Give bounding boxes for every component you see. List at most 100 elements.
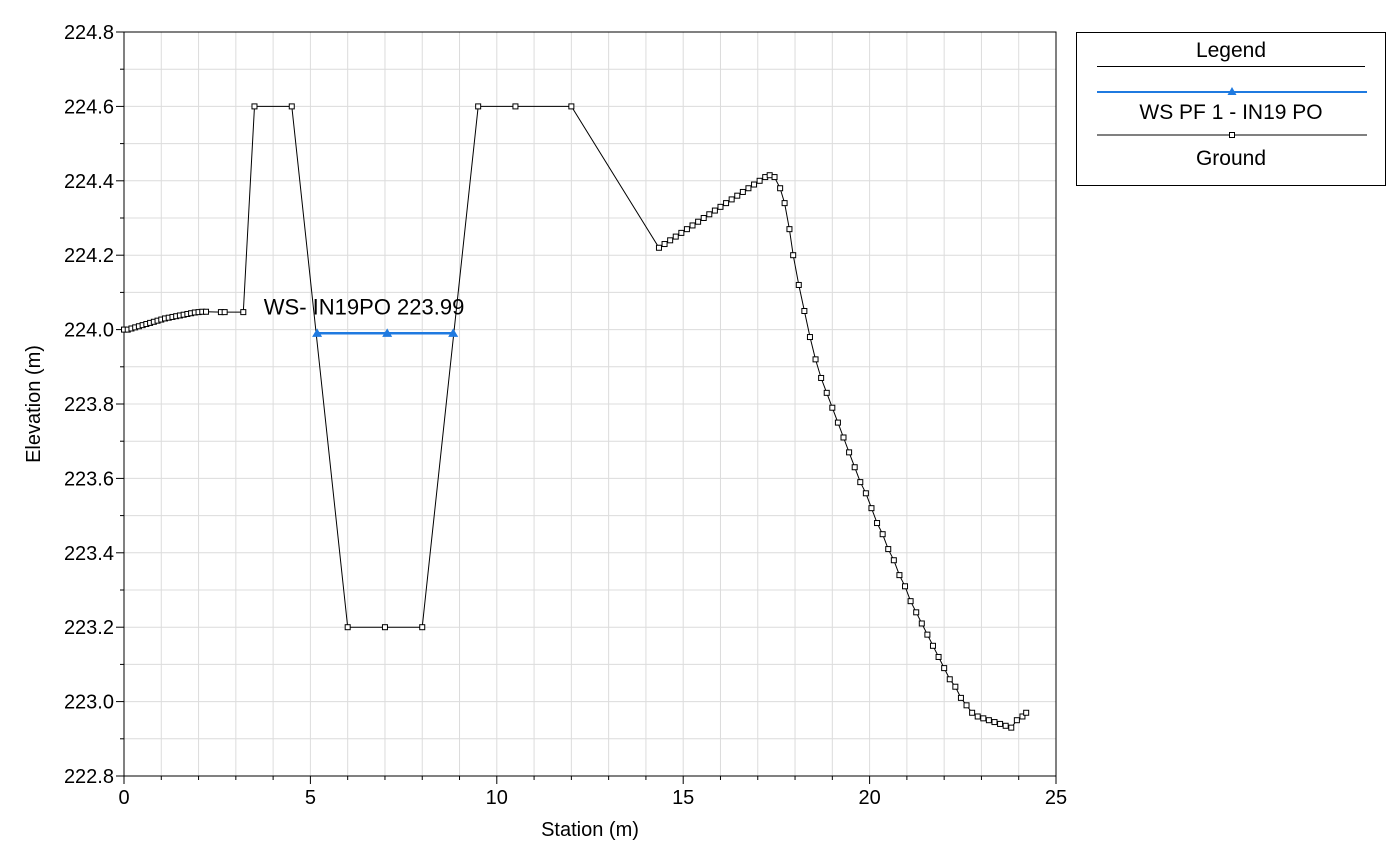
ground-point bbox=[240, 309, 247, 316]
x-tick-label: 5 bbox=[305, 787, 316, 809]
ground-point bbox=[695, 218, 702, 225]
ground-point bbox=[952, 683, 959, 690]
ground-point bbox=[717, 203, 724, 210]
y-tick-label: 223.4 bbox=[64, 543, 114, 565]
ground-point bbox=[381, 624, 388, 631]
ground-point bbox=[475, 103, 482, 110]
ground-point bbox=[885, 546, 892, 553]
x-tick-label: 0 bbox=[118, 787, 129, 809]
ground-point bbox=[946, 676, 953, 683]
x-tick-label: 25 bbox=[1045, 787, 1067, 809]
ground-point bbox=[344, 624, 351, 631]
ground-point bbox=[1002, 722, 1009, 729]
ws-point bbox=[312, 328, 323, 337]
legend-title: Legend bbox=[1195, 39, 1267, 62]
y-tick-label: 223.2 bbox=[64, 617, 114, 639]
ground-point bbox=[991, 719, 998, 726]
ground-point bbox=[974, 713, 981, 720]
ground-point bbox=[1013, 717, 1020, 724]
x-tick-label: 20 bbox=[858, 787, 880, 809]
ground-point bbox=[846, 449, 853, 456]
ground-point bbox=[771, 174, 778, 181]
ground-point bbox=[689, 222, 696, 229]
y-tick-label: 222.8 bbox=[64, 766, 114, 788]
legend-ws-swatch bbox=[1097, 87, 1367, 95]
triangle-marker-icon bbox=[1227, 87, 1237, 95]
ground-point bbox=[851, 464, 858, 471]
ground-point bbox=[756, 177, 763, 184]
ground-point bbox=[221, 309, 228, 316]
ground-point bbox=[706, 211, 713, 218]
x-tick-label: 15 bbox=[672, 787, 694, 809]
ws-point bbox=[382, 328, 393, 337]
ground-point bbox=[812, 356, 819, 363]
ground-point bbox=[907, 598, 914, 605]
ground-point bbox=[512, 103, 519, 110]
ground-point bbox=[957, 694, 964, 701]
ground-point bbox=[288, 103, 295, 110]
ws-series bbox=[312, 328, 459, 337]
ground-point bbox=[711, 207, 718, 214]
legend-label-ws: WS PF 1 - IN19 PO bbox=[1139, 101, 1323, 124]
ground-point bbox=[251, 103, 258, 110]
ground-point bbox=[795, 281, 802, 288]
ground-point bbox=[963, 702, 970, 709]
ground-point bbox=[868, 505, 875, 512]
ground-point bbox=[997, 720, 1004, 727]
legend-entry-ground: Ground bbox=[1077, 131, 1385, 170]
x-tick-label: 10 bbox=[486, 787, 508, 809]
ground-point bbox=[568, 103, 575, 110]
ground-point bbox=[777, 185, 784, 192]
y-tick-label: 224.8 bbox=[64, 22, 114, 44]
y-axis: 222.8 223.0 223.2 223.4 223.6 223.8 224.0 224.2… bbox=[64, 22, 124, 788]
ground-point bbox=[823, 389, 830, 396]
ground-point bbox=[806, 334, 813, 341]
y-tick-label: 224.4 bbox=[64, 171, 114, 193]
ground-point bbox=[834, 419, 841, 426]
legend-divider bbox=[1097, 66, 1365, 67]
ground-point bbox=[857, 479, 864, 486]
y-tick-label: 224.6 bbox=[64, 96, 114, 118]
ground-point bbox=[781, 200, 788, 207]
y-tick-label: 223.0 bbox=[64, 692, 114, 714]
ground-point bbox=[969, 709, 976, 716]
ground-point bbox=[786, 226, 793, 233]
ground-point bbox=[661, 241, 668, 248]
ground-point bbox=[879, 531, 886, 538]
ground-point bbox=[734, 192, 741, 199]
grid bbox=[123, 31, 1057, 777]
ground-point bbox=[1019, 713, 1026, 720]
ws-annotation: WS- IN19PO 223.99 bbox=[264, 295, 465, 320]
legend: Legend WS PF 1 - IN19 PO Ground bbox=[1076, 32, 1386, 186]
y-tick-label: 224.0 bbox=[64, 320, 114, 342]
ground-point bbox=[672, 233, 679, 240]
legend-label-ground: Ground bbox=[1195, 147, 1267, 170]
ground-point bbox=[723, 200, 730, 207]
ground-point bbox=[896, 572, 903, 579]
ground-line bbox=[124, 105, 1027, 729]
y-tick-label: 223.6 bbox=[64, 468, 114, 490]
ground-point bbox=[739, 188, 746, 195]
y-tick-label: 224.2 bbox=[64, 245, 114, 267]
ground-point bbox=[801, 308, 808, 314]
ground-point bbox=[829, 404, 836, 411]
ws-point bbox=[448, 328, 459, 337]
ground-point bbox=[683, 226, 690, 233]
ground-point bbox=[874, 520, 881, 527]
ground-point bbox=[890, 557, 897, 564]
y-axis-title: Elevation (m) bbox=[23, 345, 45, 463]
ground-point bbox=[419, 624, 426, 631]
ground-point bbox=[818, 374, 825, 381]
y-tick-label: 223.8 bbox=[64, 394, 114, 416]
ground-point bbox=[840, 434, 847, 441]
legend-ground-swatch bbox=[1097, 132, 1367, 138]
ground-point bbox=[862, 490, 869, 497]
ground-point bbox=[728, 196, 735, 203]
ground-point bbox=[1008, 724, 1015, 731]
ground-series bbox=[121, 103, 1030, 731]
square-marker-icon bbox=[1229, 132, 1235, 138]
ground-point bbox=[203, 308, 210, 315]
ground-point bbox=[913, 609, 920, 616]
ground-point bbox=[902, 583, 909, 590]
